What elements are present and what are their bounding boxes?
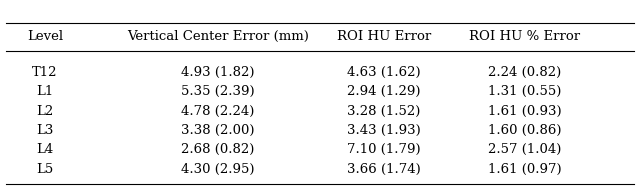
Text: ROI HU Error: ROI HU Error bbox=[337, 30, 431, 43]
Text: 2.94 (1.29): 2.94 (1.29) bbox=[348, 85, 420, 98]
Text: 3.43 (1.93): 3.43 (1.93) bbox=[347, 124, 421, 137]
Text: 3.66 (1.74): 3.66 (1.74) bbox=[347, 163, 421, 176]
Text: L5: L5 bbox=[36, 163, 53, 176]
Text: 1.61 (0.93): 1.61 (0.93) bbox=[488, 105, 562, 118]
Text: 4.93 (1.82): 4.93 (1.82) bbox=[181, 66, 254, 79]
Text: 3.28 (1.52): 3.28 (1.52) bbox=[348, 105, 420, 118]
Text: 2.68 (0.82): 2.68 (0.82) bbox=[181, 143, 254, 156]
Text: L1: L1 bbox=[36, 85, 53, 98]
Text: Vertical Center Error (mm): Vertical Center Error (mm) bbox=[127, 30, 308, 43]
Text: ROI HU % Error: ROI HU % Error bbox=[469, 30, 580, 43]
Text: L4: L4 bbox=[36, 143, 53, 156]
Text: 5.35 (2.39): 5.35 (2.39) bbox=[180, 85, 255, 98]
Text: 1.60 (0.86): 1.60 (0.86) bbox=[488, 124, 561, 137]
Text: 1.31 (0.55): 1.31 (0.55) bbox=[488, 85, 561, 98]
Text: 4.78 (2.24): 4.78 (2.24) bbox=[181, 105, 254, 118]
Text: T12: T12 bbox=[32, 66, 58, 79]
Text: 3.38 (2.00): 3.38 (2.00) bbox=[181, 124, 254, 137]
Text: L2: L2 bbox=[36, 105, 53, 118]
Text: Level: Level bbox=[27, 30, 63, 43]
Text: 2.57 (1.04): 2.57 (1.04) bbox=[488, 143, 561, 156]
Text: L3: L3 bbox=[36, 124, 54, 137]
Text: 4.30 (2.95): 4.30 (2.95) bbox=[181, 163, 254, 176]
Text: 1.61 (0.97): 1.61 (0.97) bbox=[488, 163, 562, 176]
Text: 7.10 (1.79): 7.10 (1.79) bbox=[347, 143, 421, 156]
Text: 4.63 (1.62): 4.63 (1.62) bbox=[347, 66, 421, 79]
Text: 2.24 (0.82): 2.24 (0.82) bbox=[488, 66, 561, 79]
